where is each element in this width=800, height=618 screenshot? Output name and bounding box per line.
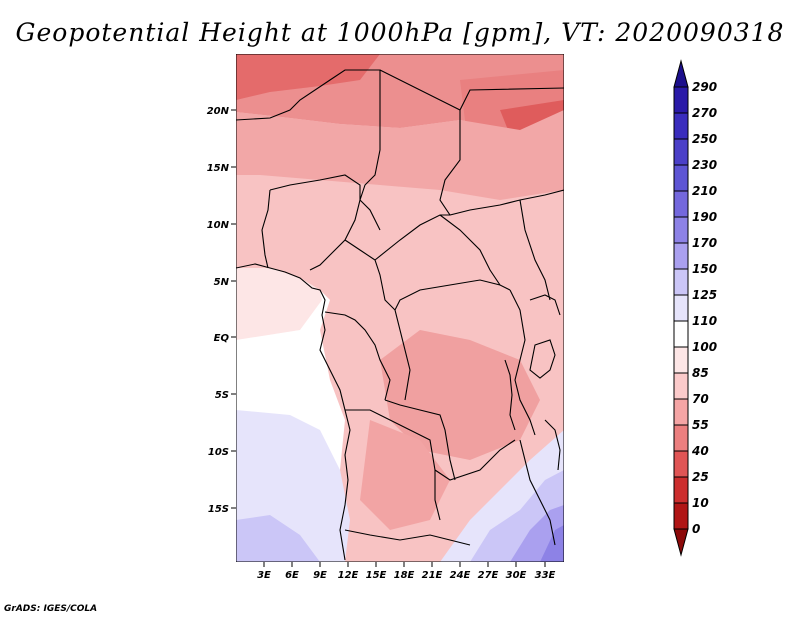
- colorbar-label: 0: [692, 522, 700, 536]
- colorbar-segment: [673, 346, 689, 374]
- latitude-axis: 20N 15N 10N 5N EQ 5S 10S 15S: [207, 106, 236, 515]
- ocean-gulf-pale: [236, 268, 322, 340]
- colorbar-segment: [673, 398, 689, 426]
- contour-85-south: [360, 420, 450, 530]
- lon-label: 6E: [285, 570, 299, 581]
- colorbar-segment: [673, 502, 689, 530]
- colorbar-label: 150: [692, 262, 717, 276]
- colorbar-segment: [673, 216, 689, 244]
- colorbar-label: 210: [692, 184, 717, 198]
- colorbar-segment: [673, 476, 689, 504]
- lon-label: 3E: [257, 570, 271, 581]
- lat-label: 15N: [207, 163, 230, 174]
- contour-85-congo: [380, 330, 540, 460]
- colorbar-label: 230: [692, 158, 717, 172]
- colorbar-label: 125: [692, 288, 717, 302]
- colorbar-label: 100: [692, 340, 717, 354]
- colorbar-label: 40: [691, 444, 709, 458]
- country-boundaries: [236, 69, 564, 561]
- colorbar: 2902702502302101901701501251101008570554…: [673, 59, 717, 557]
- colorbar-segment: [673, 112, 689, 140]
- colorbar-segment: [673, 86, 689, 114]
- lat-label: 15S: [208, 504, 229, 515]
- colorbar-label: 190: [692, 210, 717, 224]
- colorbar-label: 270: [692, 106, 717, 120]
- lon-label: 12E: [338, 570, 359, 581]
- colorbar-label: 85: [692, 366, 709, 380]
- colorbar-top-arrow: [673, 59, 689, 88]
- lon-label: 21E: [422, 570, 443, 581]
- lat-label: 10S: [208, 447, 229, 458]
- contour-85-north: [236, 110, 564, 200]
- contour-55-west: [236, 54, 380, 100]
- colorbar-label: 55: [692, 418, 709, 432]
- lon-label: 9E: [313, 570, 327, 581]
- lat-label: 10N: [207, 220, 230, 231]
- colorbar-segment: [673, 242, 689, 270]
- lon-label: 33E: [535, 570, 556, 581]
- colorbar-segment: [673, 294, 689, 322]
- colorbar-label: 170: [692, 236, 717, 250]
- lon-label: 30E: [506, 570, 527, 581]
- colorbar-segment: [673, 164, 689, 192]
- lat-label: 5N: [214, 277, 230, 288]
- colorbar-label: 110: [692, 314, 717, 328]
- colorbar-segment: [673, 372, 689, 400]
- colorbar-segment: [673, 424, 689, 452]
- lon-label: 24E: [450, 570, 471, 581]
- colorbar-segment: [673, 138, 689, 166]
- longitude-axis: 3E 6E 9E 12E 15E 18E 21E 24E 27E 30E 33E: [257, 562, 556, 581]
- lon-label: 27E: [478, 570, 499, 581]
- colorbar-label: 25: [692, 470, 709, 484]
- colorbar-segment: [673, 190, 689, 218]
- lat-label: EQ: [214, 333, 230, 344]
- contour-190-se: [540, 525, 564, 562]
- colorbar-segment: [673, 268, 689, 296]
- lat-label: 5S: [215, 390, 229, 401]
- grads-credit: GrADS: IGES/COLA: [4, 604, 98, 614]
- colorbar-label: 250: [692, 132, 717, 146]
- colorbar-label: 70: [692, 392, 709, 406]
- lon-label: 18E: [394, 570, 415, 581]
- lon-label: 15E: [366, 570, 387, 581]
- colorbar-segment: [673, 320, 689, 348]
- colorbar-label: 290: [692, 80, 717, 94]
- colorbar-segment: [673, 450, 689, 478]
- colorbar-label: 10: [692, 496, 709, 510]
- map-title: Geopotential Height at 1000hPa [gpm], VT…: [15, 18, 785, 47]
- colorbar-bottom-arrow: [673, 528, 689, 557]
- map-plot-area: [236, 54, 564, 562]
- contour-150-sw: [236, 515, 320, 562]
- lat-label: 20N: [207, 106, 230, 117]
